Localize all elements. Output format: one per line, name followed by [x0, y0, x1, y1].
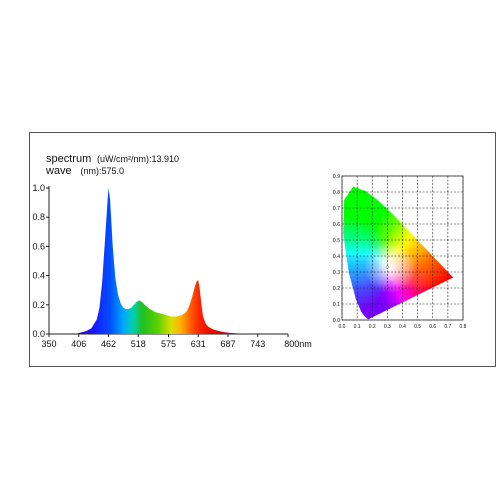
cie-x-tick-label: 0.3: [384, 324, 391, 330]
y-tick-label: 0.8: [32, 212, 45, 222]
cie-tick-labels: 0.0 0.1 0.2 0.3 0.4 0.5 0.6 0.7 0.8 0.0 0.1 0.2 0.3 0…: [333, 174, 467, 330]
cie-x-tick-label: 0.2: [369, 324, 376, 330]
cie-y-tick-label: 0.5: [333, 238, 340, 244]
wave-readout: wave (nm):575.0: [46, 165, 124, 178]
y-tick-label: 0.6: [32, 241, 45, 251]
x-tick-label: 800nm: [284, 339, 312, 349]
cie-y-tick-label: 0.6: [333, 222, 340, 228]
y-tick-label: 0.2: [32, 300, 45, 310]
wave-readout-name: wave: [46, 165, 72, 177]
cie-x-tick-label: 0.1: [354, 324, 361, 330]
x-tick-label: 687: [220, 339, 235, 349]
cie-points: [385, 265, 389, 269]
cie-x-tick-label: 0.4: [399, 324, 406, 330]
x-tick-label: 743: [250, 339, 265, 349]
chart-panel: spectrum (uW/cm²/nm):13.910 wave (nm):57…: [29, 132, 496, 367]
cie-x-tick-label: 0.0: [339, 324, 346, 330]
cie-x-tick-label: 0.6: [429, 324, 436, 330]
cie-chart: 0.0 0.1 0.2 0.3 0.4 0.5 0.6 0.7 0.8 0.0 0.1 0.2 0.3 0…: [333, 174, 467, 330]
spectrum-area: [75, 188, 262, 334]
cie-y-tick-label: 0.1: [333, 302, 340, 308]
cie-y-tick-label: 0.4: [333, 254, 340, 260]
cie-x-tick-label: 0.8: [460, 324, 467, 330]
cie-y-tick-label: 0.2: [333, 286, 340, 292]
cie-y-tick-label: 0.3: [333, 270, 340, 276]
spectrum-readout-value: (uW/cm²/nm):13.910: [97, 154, 180, 164]
x-tick-label: 518: [131, 339, 146, 349]
spectrum-chart: 0.0 0.2 0.4 0.6 0.8 1.0 350 406 462 518 575 631 687 7…: [32, 183, 311, 349]
cie-point: [385, 265, 389, 269]
spectrum-tick-labels: 0.0 0.2 0.4 0.6 0.8 1.0 350 406 462 518 575 631 687 7…: [32, 183, 311, 349]
x-tick-label: 350: [41, 339, 56, 349]
x-tick-label: 406: [71, 339, 86, 349]
x-tick-label: 575: [161, 339, 176, 349]
spectrum-readout-name: spectrum: [46, 153, 92, 165]
x-tick-label: 631: [191, 339, 206, 349]
x-tick-label: 462: [101, 339, 116, 349]
y-tick-label: 0.0: [32, 329, 45, 339]
cie-y-tick-label: 0.7: [333, 206, 340, 212]
spectrum-readout: spectrum (uW/cm²/nm):13.910: [46, 153, 179, 166]
wave-readout-value: (nm):575.0: [80, 166, 124, 176]
cie-y-tick-label: 0.9: [333, 174, 340, 180]
cie-y-tick-label: 0.0: [333, 318, 340, 324]
y-tick-label: 0.4: [32, 271, 45, 281]
y-tick-label: 1.0: [32, 183, 45, 193]
cie-grid: [341, 175, 464, 321]
cie-x-tick-label: 0.7: [444, 324, 451, 330]
cie-y-tick-label: 0.8: [333, 190, 340, 196]
cie-x-tick-label: 0.5: [414, 324, 421, 330]
